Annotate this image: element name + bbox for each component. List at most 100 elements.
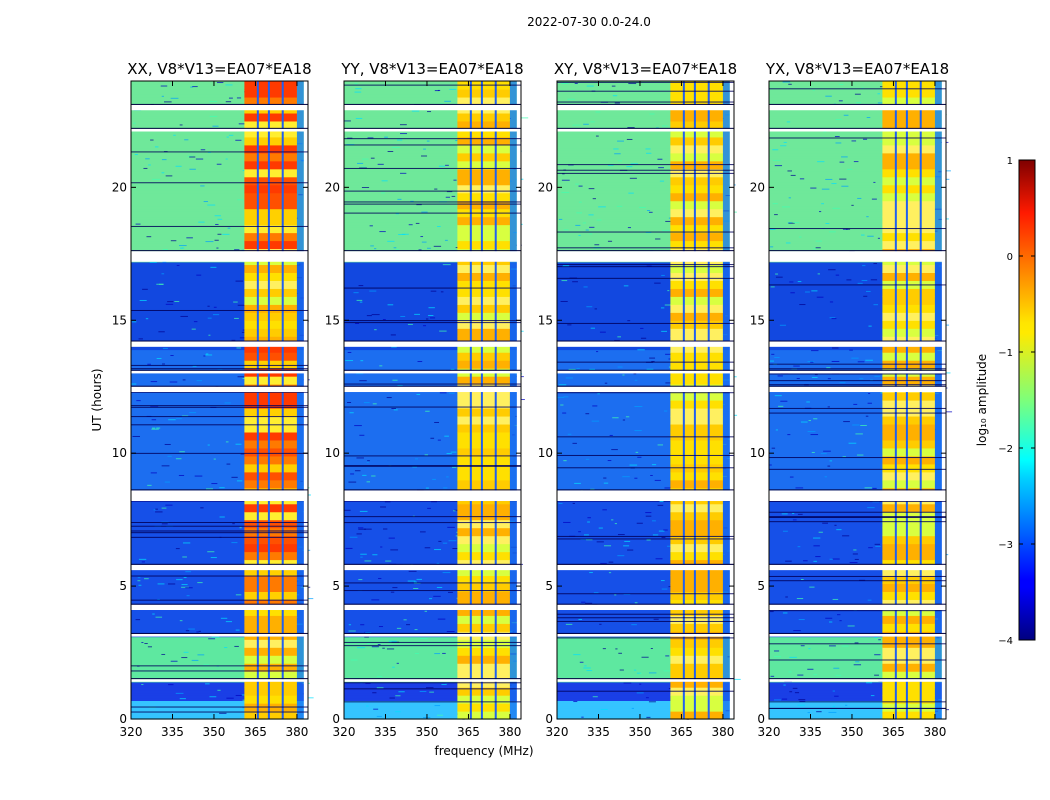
heatmap-row [344,434,521,438]
heatmap-cell [225,621,233,623]
flagged-band [344,341,521,347]
heatmap-row [131,423,308,428]
heatmap-row [557,187,734,191]
heatmap-row [769,617,946,622]
heatmap-row [344,676,521,680]
heatmap-cell [165,303,174,305]
rfi-cell [670,360,723,369]
heatmap-cell [825,178,833,180]
flagged-band [344,251,521,262]
heatmap-cell [585,602,593,604]
rfi-cell [457,224,510,234]
heatmap-row [769,203,946,207]
rfi-cell [244,503,297,513]
heatmap-cell [209,101,218,103]
heatmap-row [344,716,521,720]
heatmap-cell [222,233,230,235]
rfi-cell [670,439,723,449]
heatmap-cell [825,222,830,224]
heatmap-cell [586,306,593,308]
heatmap-cell [591,420,600,422]
heatmap-row [557,450,734,454]
heatmap-cell [348,624,352,626]
heatmap-row [557,142,734,146]
heatmap-row [131,174,308,178]
heatmap-cell [170,660,178,662]
heatmap-row [557,671,734,675]
panel-title: YY, V8*V13=EA07*EA18 [340,60,523,78]
rfi-cell [457,312,510,321]
heatmap-row [131,673,308,678]
rfi-cell [457,567,510,577]
heatmap-row [131,269,308,273]
heatmap-row [131,112,308,117]
rfi-cell [670,679,723,688]
flagged-band [131,564,308,571]
heatmap-cell [363,402,370,404]
rfi-cell [244,583,297,592]
heatmap-cell [581,716,584,718]
heatmap-cell [650,474,653,476]
dark-row [557,690,734,692]
heatmap-cell [150,139,154,141]
heatmap-cell [396,627,402,629]
dark-row [769,457,946,459]
heatmap-cell [585,413,590,415]
heatmap-row [131,429,308,433]
heatmap-row [131,166,308,170]
heatmap-cell [658,530,665,532]
heatmap-cell [423,148,426,150]
flag-edge [557,340,734,342]
heatmap-cell [772,203,778,205]
heatmap-cell [667,290,670,292]
heatmap-cell [219,712,227,714]
heatmap-cell [942,372,951,374]
heatmap-row [769,195,946,199]
heatmap-cell [630,163,639,165]
heatmap-row [131,184,308,188]
dark-row [557,535,734,537]
rfi-cell [244,232,297,242]
rfi-cell [882,711,935,720]
heatmap-cell [228,97,233,99]
heatmap-row [131,317,308,321]
heatmap-row [557,136,734,141]
heatmap-cell [377,675,383,677]
x-axis-label: frequency (MHz) [434,744,533,758]
heatmap-cell [733,211,737,213]
heatmap-row [557,692,734,696]
heatmap-cell [441,684,447,686]
dark-row [769,521,946,523]
heatmap-cell [400,315,406,317]
rfi-cell [882,439,935,449]
heatmap-cell [446,476,449,478]
heatmap-cell [651,360,655,362]
rfi-cell [882,168,935,178]
panel-title: XX, V8*V13=EA07*EA18 [127,60,311,78]
heatmap-row [131,168,308,172]
heatmap-cell [203,664,210,666]
channel-gap [905,81,908,719]
heatmap-row [769,511,946,515]
flag-edge [769,340,946,342]
heatmap-cell [421,155,428,157]
heatmap-row [344,269,521,273]
heatmap-cell [152,427,156,429]
rfi-cell [882,176,935,186]
heatmap-cell [427,247,431,249]
heatmap-row [557,285,734,289]
heatmap-cell [387,304,394,306]
heatmap-row [769,522,946,526]
heatmap-row [131,147,308,151]
rfi-cell [244,599,297,608]
heatmap-row [131,442,308,446]
heatmap-row [131,240,308,244]
dark-row [344,201,521,203]
panel-frame [768,80,947,720]
heatmap-cell [444,239,448,241]
heatmap-row [557,684,734,688]
heatmap-cell [877,93,880,95]
heatmap-row [769,312,946,316]
dark-row [344,516,521,518]
